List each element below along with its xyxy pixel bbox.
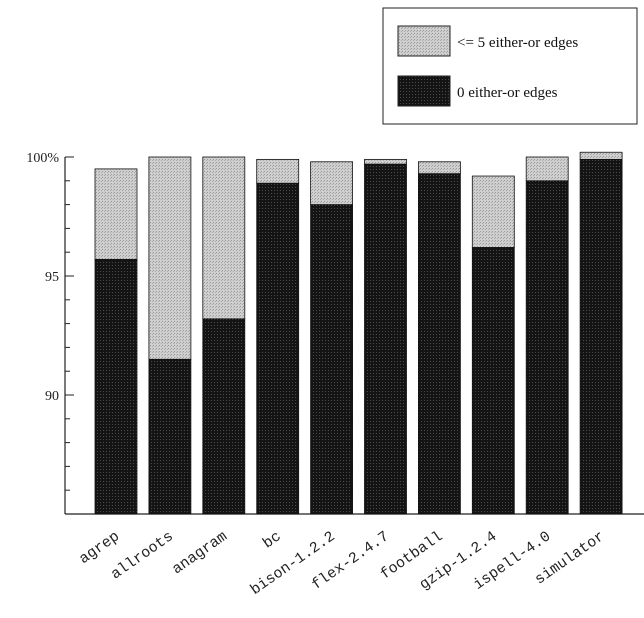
legend-label-light: <= 5 either-or edges bbox=[457, 35, 578, 51]
legend-swatch-light bbox=[397, 25, 451, 57]
category-label: bc bbox=[260, 528, 285, 552]
bar-segment-5-either-or bbox=[579, 151, 623, 160]
bar-segment-5-either-or bbox=[310, 161, 354, 205]
bar-segment-0-either-or bbox=[148, 358, 192, 515]
y-tick-label: 90 bbox=[45, 389, 59, 404]
bar-segment-0-either-or bbox=[364, 163, 407, 515]
bar-segment-0-either-or bbox=[471, 247, 515, 515]
bar-segment-5-either-or bbox=[525, 156, 569, 182]
bar-segment-5-either-or bbox=[471, 175, 515, 248]
bar-segment-0-either-or bbox=[256, 182, 300, 515]
category-label: agrep bbox=[76, 528, 123, 568]
category-label: anagram bbox=[169, 528, 230, 578]
bar-segment-5-either-or bbox=[417, 161, 461, 175]
bar-segment-5-either-or bbox=[364, 158, 407, 165]
bars-group bbox=[94, 151, 623, 515]
y-tick-label: 95 bbox=[45, 270, 59, 285]
legend-box bbox=[382, 7, 638, 125]
legend: <= 5 either-or edges 0 either-or edges bbox=[382, 7, 638, 125]
bar-segment-0-either-or bbox=[579, 158, 623, 515]
y-tick-label: 100% bbox=[26, 151, 59, 166]
bar-segment-5-either-or bbox=[256, 158, 300, 184]
bar-segment-0-either-or bbox=[417, 173, 461, 515]
bar-segment-0-either-or bbox=[94, 258, 138, 515]
bar-segment-5-either-or bbox=[94, 168, 138, 260]
bar-segment-0-either-or bbox=[525, 180, 569, 515]
bar-segment-5-either-or bbox=[148, 156, 192, 360]
bar-segment-5-either-or bbox=[202, 156, 246, 320]
bar-segment-0-either-or bbox=[202, 318, 246, 515]
bar-segment-0-either-or bbox=[310, 204, 354, 515]
legend-label-dark: 0 either-or edges bbox=[457, 85, 558, 101]
legend-swatch-dark bbox=[397, 75, 451, 107]
